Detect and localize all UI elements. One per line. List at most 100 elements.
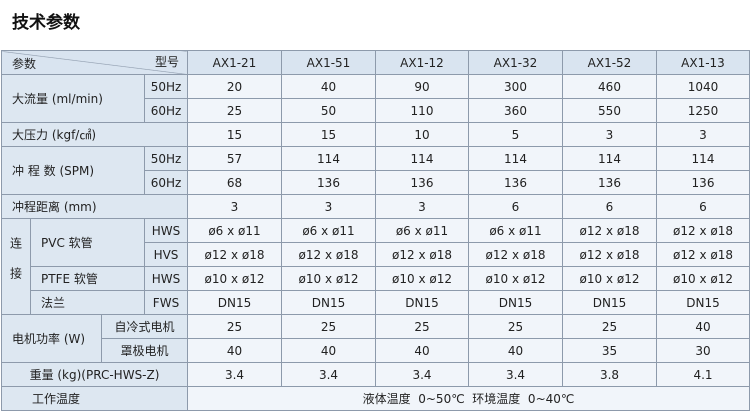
sub-label: FWS	[144, 290, 188, 315]
value-cell: 40	[187, 338, 282, 363]
value-cell: 3	[562, 122, 657, 147]
value-cell: 114	[281, 146, 376, 171]
table-row: 罩极电机 40 40 40 40 35 30	[2, 338, 750, 363]
value-cell: 5	[468, 122, 563, 147]
value-cell: ø12 x ø18	[656, 218, 750, 243]
table-row: 冲 程 数 (SPM) 50Hz 57 114 114 114 114 114	[1, 146, 750, 195]
value-cell: ø12 x ø18	[187, 242, 282, 267]
value-cell: 4.1	[656, 362, 750, 387]
row-label: 大流量 (ml/min)	[1, 74, 145, 123]
value-cell: 40	[281, 338, 376, 363]
value-cell: 114	[375, 146, 469, 171]
table-row: 大压力 (kgf/㎠) 15 15 10 5 3 3	[1, 122, 750, 147]
model-header: AX1-21	[187, 50, 282, 75]
row-label: 连接	[1, 218, 31, 315]
spec-table: 参数 型号 AX1-21 AX1-51 AX1-12 AX1-32 AX1-52…	[1, 50, 750, 411]
value-cell: ø10 x ø12	[656, 266, 750, 291]
value-cell: ø6 x ø11	[281, 218, 376, 243]
value-cell: 1250	[656, 98, 750, 123]
value-cell: DN15	[375, 290, 469, 315]
value-cell: 10	[375, 122, 469, 147]
page-title: 技术参数	[12, 13, 80, 33]
table-row: 连接 PVC 软管 HWS ø6 x ø11 ø6 x ø11 ø6 x ø11 ø6 x …	[1, 218, 750, 315]
value-cell: 35	[562, 338, 657, 363]
value-cell: 136	[562, 170, 657, 195]
sub-label: 50Hz	[144, 146, 188, 171]
value-cell: ø12 x ø18	[281, 242, 376, 267]
value-cell: ø10 x ø12	[281, 266, 376, 291]
table-row: 60Hz 68 136 136 136 136 136	[2, 170, 750, 195]
value-cell: 25	[187, 98, 282, 123]
row-label: 冲 程 数 (SPM)	[1, 146, 145, 195]
value-cell: 300	[468, 74, 563, 99]
value-cell: 110	[375, 98, 469, 123]
table-row: 电机功率 (W) 自冷式电机 25 25 25 25 25 40	[1, 314, 750, 363]
value-cell: 114	[562, 146, 657, 171]
sub-label: 自冷式电机	[101, 314, 188, 339]
value-cell: 40	[281, 74, 376, 99]
value-cell: 68	[187, 170, 282, 195]
value-cell: 40	[468, 338, 563, 363]
value-cell: 3.8	[562, 362, 657, 387]
table-row: 重量 (kg)(PRC-HWS-Z) 3.4 3.4 3.4 3.4 3.8 4.1	[1, 362, 750, 387]
value-cell: ø10 x ø12	[187, 266, 282, 291]
value-cell: 25	[562, 314, 657, 339]
sub-label: 50Hz	[144, 74, 188, 99]
value-cell: 40	[656, 314, 750, 339]
table-row: 冲程距离 (mm) 3 3 3 6 6 6	[1, 194, 750, 219]
row-label: 电机功率 (W)	[1, 314, 102, 363]
value-cell: 57	[187, 146, 282, 171]
sub-label: 60Hz	[144, 98, 188, 123]
row-label: 冲程距离 (mm)	[1, 194, 188, 219]
row-label: PTFE 软管	[30, 266, 145, 291]
value-cell: DN15	[468, 290, 563, 315]
value-cell: ø10 x ø12	[562, 266, 657, 291]
value-cell: 15	[187, 122, 282, 147]
value-cell: DN15	[281, 290, 376, 315]
value-cell: 40	[375, 338, 469, 363]
value-cell: 3.4	[375, 362, 469, 387]
value-cell: 360	[468, 98, 563, 123]
model-header: AX1-52	[562, 50, 657, 75]
row-label: 大压力 (kgf/㎠)	[1, 122, 188, 147]
model-header: AX1-12	[375, 50, 469, 75]
sub-label: HWS	[144, 266, 188, 291]
table-row: PTFE 软管 HWS ø10 x ø12 ø10 x ø12 ø10 x ø12 ø10…	[2, 266, 750, 291]
value-cell: 25	[187, 314, 282, 339]
value-cell: 3.4	[281, 362, 376, 387]
header-row: 参数 型号 AX1-21 AX1-51 AX1-12 AX1-32 AX1-52…	[1, 50, 750, 75]
value-cell: 136	[375, 170, 469, 195]
value-cell: 3	[375, 194, 469, 219]
value-cell: 3	[656, 122, 750, 147]
row-label: 工作温度	[1, 386, 188, 411]
param-label: 参数	[12, 57, 37, 71]
row-label: 法兰	[30, 290, 145, 315]
value-cell: 136	[468, 170, 563, 195]
value-cell: 3.4	[187, 362, 282, 387]
value-cell: 25	[375, 314, 469, 339]
sub-label: 罩极电机	[101, 338, 188, 363]
value-cell: ø10 x ø12	[468, 266, 563, 291]
value-cell: 6	[656, 194, 750, 219]
value-cell: DN15	[562, 290, 657, 315]
value-cell: 3.4	[468, 362, 563, 387]
value-cell: 6	[468, 194, 563, 219]
model-header: AX1-51	[281, 50, 376, 75]
value-cell: ø12 x ø18	[656, 242, 750, 267]
value-cell: 20	[187, 74, 282, 99]
value-cell: 136	[656, 170, 750, 195]
table-row: 大流量 (ml/min) 50Hz 20 40 90 300 460 1040	[1, 74, 750, 123]
table-row: 60Hz 25 50 110 360 550 1250	[2, 98, 750, 123]
value-cell: ø6 x ø11	[468, 218, 563, 243]
value-cell: 50	[281, 98, 376, 123]
model-label: 型号	[154, 55, 179, 69]
value-cell: DN15	[187, 290, 282, 315]
value-cell: ø12 x ø18	[468, 242, 563, 267]
value-cell: ø12 x ø18	[562, 218, 657, 243]
value-cell: 15	[281, 122, 376, 147]
model-header: AX1-32	[468, 50, 563, 75]
value-cell: 114	[656, 146, 750, 171]
value-cell: 25	[468, 314, 563, 339]
value-cell: 25	[281, 314, 376, 339]
value-cell: ø6 x ø11	[375, 218, 469, 243]
